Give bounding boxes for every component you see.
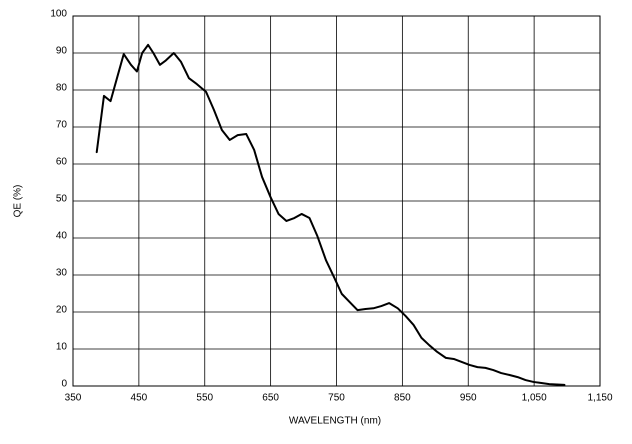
x-tick-label: 550 xyxy=(196,393,213,404)
y-tick-label: 70 xyxy=(56,120,68,131)
y-tick-label: 0 xyxy=(61,379,67,390)
x-tick-label: 350 xyxy=(65,393,82,404)
y-tick-label: 20 xyxy=(56,305,68,316)
x-tick-label: 450 xyxy=(131,393,148,404)
y-tick-label: 80 xyxy=(56,83,68,94)
x-tick-label: 850 xyxy=(394,393,411,404)
line-series xyxy=(95,43,566,386)
x-tick-label: 950 xyxy=(460,393,477,404)
x-tick-label: 1,150 xyxy=(587,393,612,404)
x-tick-label: 1,050 xyxy=(522,393,547,404)
y-tick-label: 30 xyxy=(56,268,68,279)
y-tick-label: 60 xyxy=(56,157,68,168)
y-tick-label: 50 xyxy=(56,194,68,205)
y-tick-label: 90 xyxy=(56,46,68,57)
y-tick-label: 40 xyxy=(56,231,68,242)
x-tick-label: 750 xyxy=(328,393,345,404)
x-axis-label: WAVELENGTH (nm) xyxy=(289,416,381,427)
y-axis-label: QE (%) xyxy=(13,185,24,218)
y-tick-label: 100 xyxy=(50,9,67,20)
x-tick-label: 650 xyxy=(262,393,279,404)
y-tick-label: 10 xyxy=(56,342,68,353)
